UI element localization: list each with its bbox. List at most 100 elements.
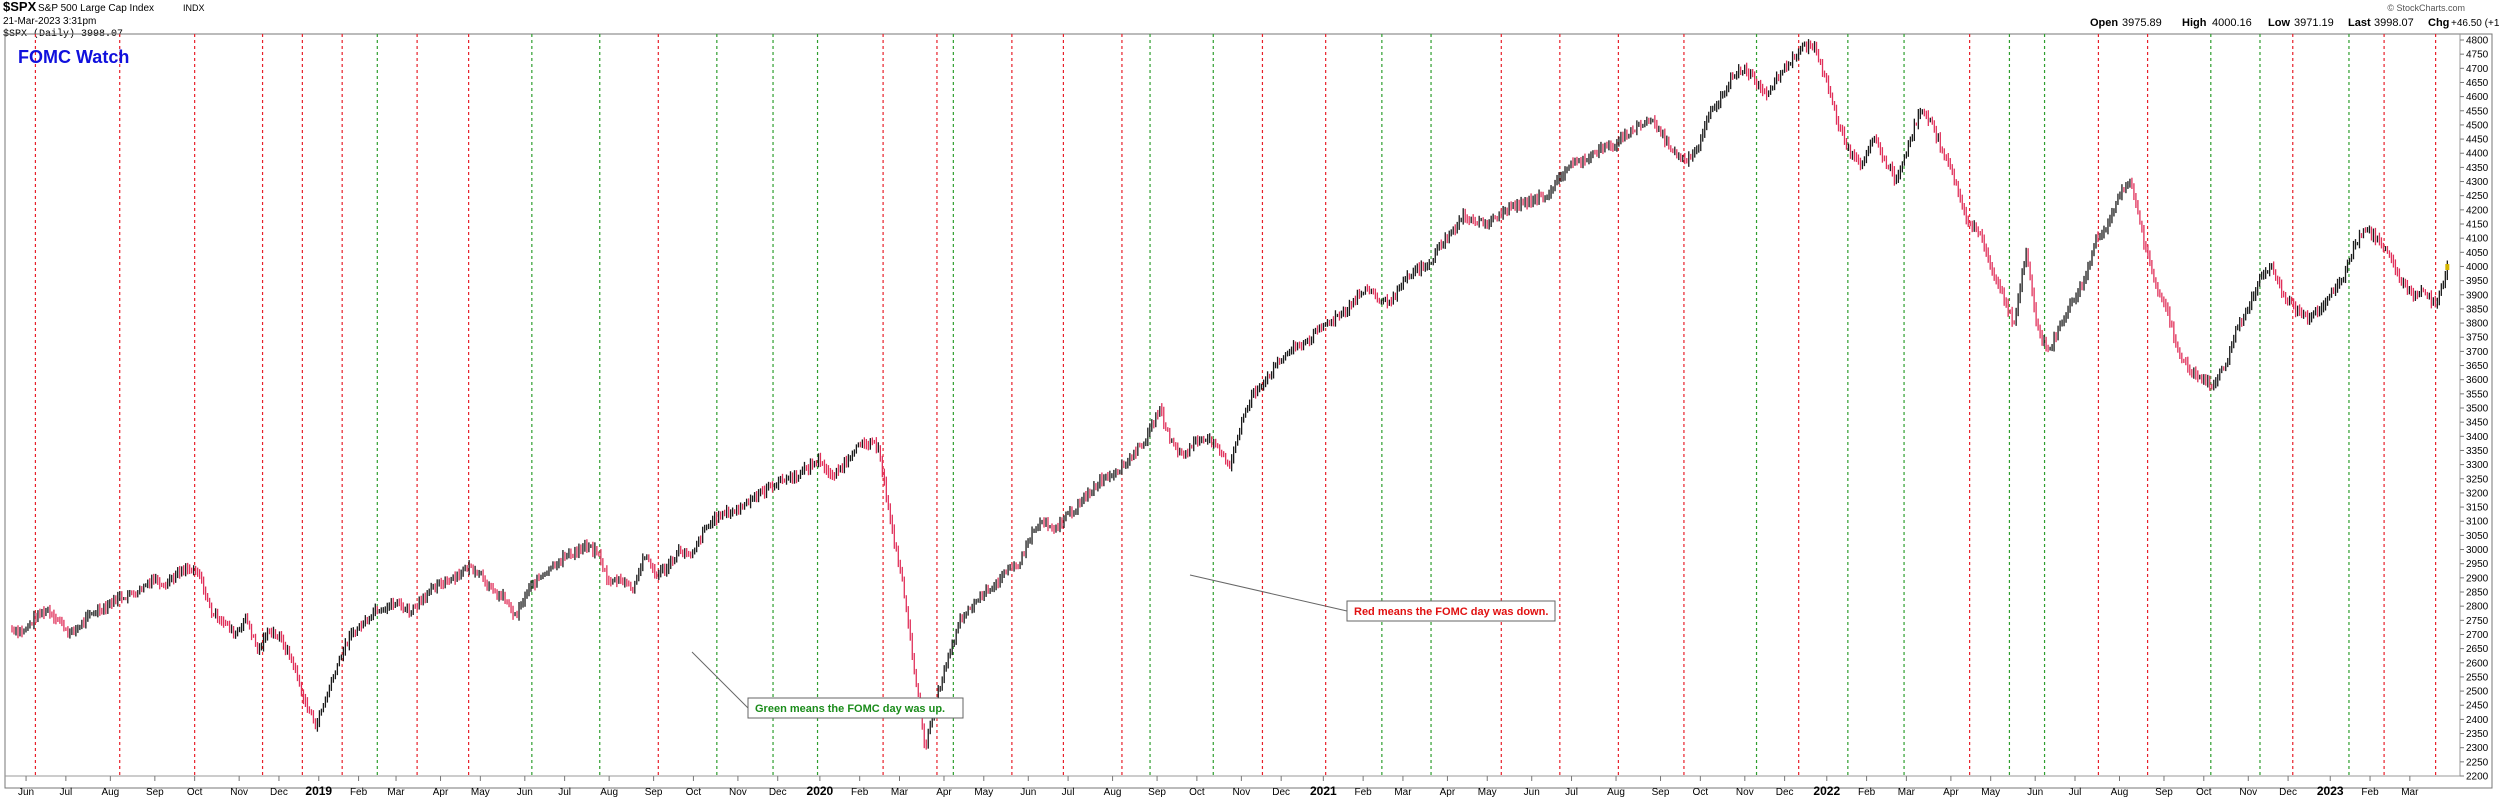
y-tick-label: 2200 [2466, 772, 2489, 783]
y-tick-label: 4300 [2466, 177, 2489, 188]
y-tick-label: 3250 [2466, 474, 2489, 485]
x-tick-label: May [471, 787, 490, 798]
y-tick-label: 2800 [2466, 602, 2489, 613]
x-tick-label: Jun [1524, 787, 1540, 798]
x-axis-ticks: Jun Jul Aug Sep Oct Nov Dec 2019 Feb Mar Apr May Jun… [18, 776, 2419, 798]
x-tick-label: Oct [686, 787, 702, 798]
x-tick-label: Nov [1232, 787, 1250, 798]
x-tick-label: Sep [1652, 787, 1670, 798]
x-tick-label: Oct [1693, 787, 1709, 798]
y-tick-label: 2900 [2466, 573, 2489, 584]
x-tick-label: Mar [1394, 787, 1412, 798]
last-label: Last [2348, 17, 2371, 29]
x-tick-label: Jun [517, 787, 533, 798]
y-tick-label: 4100 [2466, 234, 2489, 245]
green-annotation: Green means the FOMC day was up. [691, 651, 964, 719]
watermark: © StockCharts.com [2387, 3, 2465, 13]
y-tick-label: 2950 [2466, 559, 2489, 570]
x-tick-label: Dec [769, 787, 787, 798]
y-tick-label: 3500 [2466, 404, 2489, 415]
green-annotation-pointer [691, 651, 749, 709]
y-tick-label: 3600 [2466, 375, 2489, 386]
y-tick-label: 4050 [2466, 248, 2489, 259]
x-tick-label: Jun [1020, 787, 1036, 798]
x-tick-label: Apr [1440, 787, 1456, 798]
y-tick-label: 3650 [2466, 361, 2489, 372]
x-tick-label: Apr [433, 787, 449, 798]
fomc-lines [34, 34, 2437, 776]
symbol-text: $SPX [3, 0, 37, 14]
x-tick-label: Nov [729, 787, 747, 798]
x-tick-label: Jun [18, 787, 34, 798]
y-tick-label: 3900 [2466, 290, 2489, 301]
green-annotation-text: Green means the FOMC day was up. [755, 703, 945, 715]
y-tick-label: 3550 [2466, 389, 2489, 400]
x-tick-label: Aug [600, 787, 618, 798]
x-tick-label: Jul [59, 787, 72, 798]
y-tick-label: 2700 [2466, 630, 2489, 641]
x-tick-label: Sep [1148, 787, 1166, 798]
x-tick-label: Sep [645, 787, 663, 798]
high-value: 4000.16 [2212, 17, 2252, 29]
y-tick-label: 3850 [2466, 304, 2489, 315]
y-tick-label: 4700 [2466, 64, 2489, 75]
last-price-marker [2445, 264, 2450, 271]
y-tick-label: 3700 [2466, 347, 2489, 358]
date-line: 21-Mar-2023 3:31pm [3, 16, 96, 27]
x-tick-label: Mar [1898, 787, 1916, 798]
open-label: Open [2090, 17, 2118, 29]
x-tick-label: Dec [1776, 787, 1794, 798]
plot-frame [4, 33, 2493, 789]
red-annotation-pointer [1189, 574, 1348, 612]
x-tick-label: Mar [2401, 787, 2419, 798]
x-tick-label: May [1981, 787, 2000, 798]
x-tick-label: Nov [230, 787, 248, 798]
y-tick-label: 3800 [2466, 319, 2489, 330]
y-tick-label: 3450 [2466, 418, 2489, 429]
y-tick-label: 4750 [2466, 50, 2489, 61]
y-tick-label: 4000 [2466, 262, 2489, 273]
open-value: 3975.89 [2122, 17, 2162, 29]
x-tick-label: Mar [387, 787, 405, 798]
y-tick-label: 4150 [2466, 220, 2489, 231]
y-tick-label: 2450 [2466, 701, 2489, 712]
y-axis-ticks: 2200 2250 2300 2350 2400 2450 2500 2550 2600 2650… [2460, 36, 2489, 783]
y-tick-label: 2300 [2466, 743, 2489, 754]
chg-label: Chg [2428, 17, 2449, 29]
y-tick-label: 4350 [2466, 163, 2489, 174]
y-tick-label: 2650 [2466, 644, 2489, 655]
x-tick-label: Feb [350, 787, 368, 798]
description-text: S&P 500 Large Cap Index [38, 3, 154, 14]
y-tick-label: 4250 [2466, 191, 2489, 202]
x-tick-label: Jul [1062, 787, 1075, 798]
x-tick-label: Feb [851, 787, 869, 798]
y-tick-label: 3200 [2466, 488, 2489, 499]
x-tick-label: Aug [1104, 787, 1122, 798]
green-annotation-box [747, 697, 964, 719]
stats-bar: Open 3975.89 High 4000.16 Low 3971.19 La… [2090, 17, 2500, 29]
y-tick-label: 2400 [2466, 715, 2489, 726]
x-tick-label: 2020 [807, 784, 834, 798]
y-tick-label: 3400 [2466, 432, 2489, 443]
y-tick-label: 4550 [2466, 106, 2489, 117]
y-tick-label: 2350 [2466, 729, 2489, 740]
x-tick-label: 2022 [1813, 784, 1840, 798]
y-tick-label: 2500 [2466, 687, 2489, 698]
x-tick-label: Aug [101, 787, 119, 798]
x-tick-label: Dec [2279, 787, 2297, 798]
x-tick-label: Feb [1355, 787, 1373, 798]
x-tick-label: 2019 [305, 784, 332, 798]
y-tick-label: 3050 [2466, 531, 2489, 542]
x-tick-label: Jun [2027, 787, 2043, 798]
x-tick-label: Oct [1189, 787, 1205, 798]
x-tick-label: Aug [1607, 787, 1625, 798]
red-annotation-box [1346, 600, 1556, 622]
y-tick-label: 4650 [2466, 78, 2489, 89]
x-tick-label: Mar [891, 787, 909, 798]
y-tick-label: 3150 [2466, 503, 2489, 514]
chg-value: +46.50 (+1.18%) [2451, 18, 2500, 29]
x-tick-label: Feb [1858, 787, 1876, 798]
y-tick-label: 2550 [2466, 672, 2489, 683]
